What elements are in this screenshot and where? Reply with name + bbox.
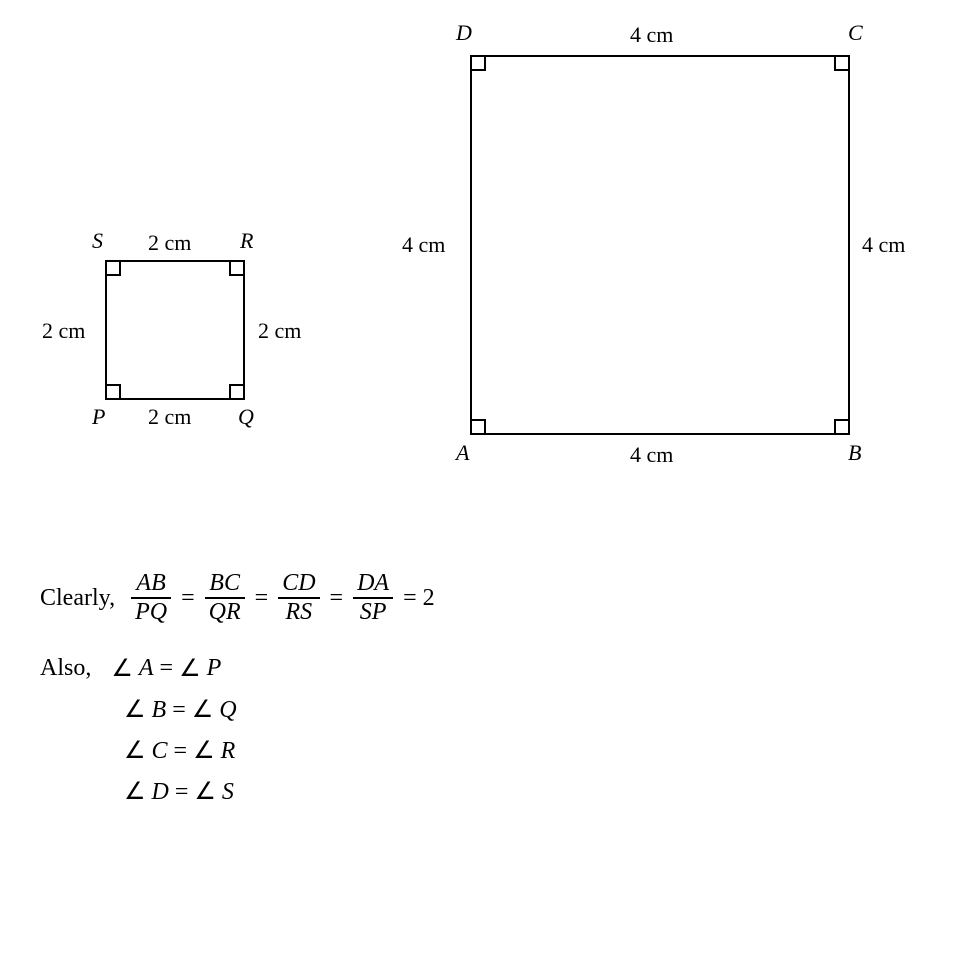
equals-sign: = [160, 655, 174, 682]
small-square [105, 260, 245, 400]
equals-value: = 2 [403, 585, 435, 612]
angle-symbol-icon: ∠ [194, 779, 216, 805]
also-text: Also, [40, 655, 91, 682]
side-measure: 4 cm [402, 232, 445, 258]
angle-right: P [207, 655, 222, 682]
also-line: Also, ∠ A = ∠ P [40, 654, 435, 683]
side-measure: 2 cm [42, 318, 85, 344]
vertex-label-b: B [848, 440, 861, 466]
angle-symbol-icon: ∠ [111, 654, 133, 683]
side-measure: 4 cm [862, 232, 905, 258]
side-measure: 2 cm [148, 230, 191, 256]
angle-left: A [139, 655, 154, 682]
angle-row: ∠ B = ∠ Q [40, 695, 435, 724]
large-square [470, 55, 850, 435]
angle-left: D [152, 779, 169, 805]
right-angle-marker [107, 384, 121, 398]
side-measure: 2 cm [148, 404, 191, 430]
side-measure: 4 cm [630, 442, 673, 468]
angle-symbol-icon: ∠ [192, 697, 214, 723]
frac-num: DA [353, 570, 393, 599]
right-angle-marker [834, 57, 848, 71]
frac-num: CD [278, 570, 319, 599]
vertex-label-s: S [92, 228, 103, 254]
frac-den: QR [205, 599, 245, 626]
vertex-label-c: C [848, 20, 863, 46]
angle-symbol-icon: ∠ [124, 697, 146, 723]
equals-sign: = [181, 585, 195, 612]
angle-row: ∠ C = ∠ R [40, 736, 435, 765]
angle-left: C [152, 738, 168, 764]
angle-row: ∠ D = ∠ S [40, 777, 435, 806]
frac-den: RS [278, 599, 319, 626]
angle-right: Q [219, 697, 236, 723]
angle-right: S [222, 779, 234, 805]
fraction: DA SP [353, 570, 393, 626]
vertex-label-p: P [92, 404, 105, 430]
frac-num: AB [131, 570, 171, 599]
right-angle-marker [834, 419, 848, 433]
clearly-text: Clearly, [40, 585, 115, 612]
frac-den: SP [353, 599, 393, 626]
angle-right: R [221, 738, 236, 764]
side-measure: 4 cm [630, 22, 673, 48]
vertex-label-d: D [456, 20, 472, 46]
right-angle-marker [107, 262, 121, 276]
angle-symbol-icon: ∠ [193, 738, 215, 764]
vertex-label-r: R [240, 228, 253, 254]
angle-symbol-icon: ∠ [179, 654, 201, 683]
ratio-line: Clearly, AB PQ = BC QR = CD RS = DA SP =… [40, 570, 435, 626]
right-angle-marker [229, 262, 243, 276]
equals-sign: = [174, 738, 194, 764]
angle-left: B [152, 697, 167, 723]
vertex-label-q: Q [238, 404, 254, 430]
frac-den: PQ [131, 599, 171, 626]
equals-sign: = [172, 697, 192, 723]
angle-symbol-icon: ∠ [124, 738, 146, 764]
side-measure: 2 cm [258, 318, 301, 344]
right-angle-marker [472, 57, 486, 71]
fraction: AB PQ [131, 570, 171, 626]
right-angle-marker [229, 384, 243, 398]
angle-symbol-icon: ∠ [124, 779, 146, 805]
fraction: BC QR [205, 570, 245, 626]
proof-block: Clearly, AB PQ = BC QR = CD RS = DA SP =… [40, 570, 435, 806]
diagram-canvas: S R P Q 2 cm 2 cm 2 cm 2 cm D C A B 4 cm… [0, 0, 967, 959]
fraction: CD RS [278, 570, 319, 626]
right-angle-marker [472, 419, 486, 433]
frac-num: BC [205, 570, 245, 599]
vertex-label-a: A [456, 440, 469, 466]
equals-sign: = [330, 585, 344, 612]
equals-sign: = [175, 779, 195, 805]
equals-sign: = [255, 585, 269, 612]
